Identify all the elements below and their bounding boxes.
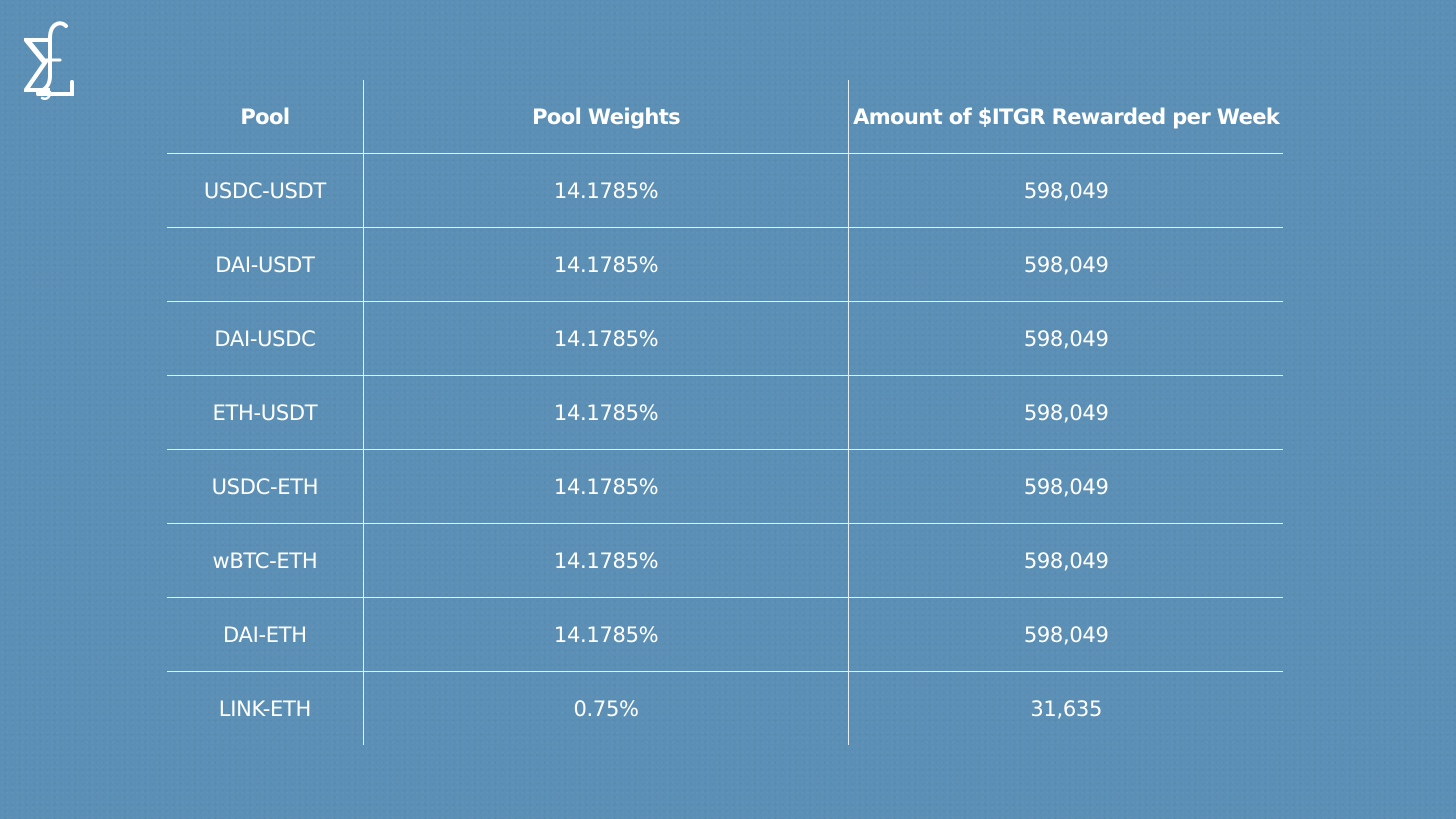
reward-amount-cell: 598,049 (848, 376, 1283, 449)
table-row: DAI-USDC 14.1785% 598,049 (167, 301, 1283, 375)
pool-weight-cell: 0.75% (362, 672, 849, 745)
pool-rewards-table: Pool Pool Weights Amount of $ITGR Reward… (167, 80, 1283, 745)
reward-amount-cell: 598,049 (848, 450, 1283, 523)
table-row: USDC-ETH 14.1785% 598,049 (167, 449, 1283, 523)
pool-name-cell: USDC-ETH (211, 474, 319, 499)
pool-name-cell: ETH-USDT (212, 400, 318, 425)
header-pool-weights: Pool Weights (362, 80, 849, 153)
pool-name-cell: USDC-USDT (203, 178, 326, 203)
pool-name-cell: wBTC-ETH (212, 548, 318, 573)
table-row: DAI-ETH 14.1785% 598,049 (167, 597, 1283, 671)
reward-amount-cell: 598,049 (848, 524, 1283, 597)
pool-weight-cell: 14.1785% (362, 450, 849, 523)
reward-amount-cell: 598,049 (848, 598, 1283, 671)
reward-amount-cell: 31,635 (848, 672, 1283, 745)
pool-weight-cell: 14.1785% (362, 376, 849, 449)
pool-name-cell: DAI-USDC (214, 326, 316, 351)
pool-weight-cell: 14.1785% (362, 228, 849, 301)
table-header-row: Pool Pool Weights Amount of $ITGR Reward… (167, 80, 1283, 153)
pool-name-cell: DAI-ETH (223, 622, 307, 647)
pool-weight-cell: 14.1785% (362, 154, 849, 227)
reward-amount-cell: 598,049 (848, 228, 1283, 301)
pool-weight-cell: 14.1785% (362, 302, 849, 375)
reward-amount-cell: 598,049 (848, 302, 1283, 375)
header-rewards: Amount of $ITGR Rewarded per Week (848, 80, 1283, 153)
table-row: ETH-USDT 14.1785% 598,049 (167, 375, 1283, 449)
reward-amount-cell: 598,049 (848, 154, 1283, 227)
pool-name-cell: LINK-ETH (218, 696, 312, 721)
pool-weight-cell: 14.1785% (362, 524, 849, 597)
table-row: wBTC-ETH 14.1785% 598,049 (167, 523, 1283, 597)
table-row: DAI-USDT 14.1785% 598,049 (167, 227, 1283, 301)
pool-name-cell: DAI-USDT (215, 252, 315, 277)
logo-mark-icon (24, 21, 74, 100)
brand-logo (20, 18, 76, 100)
pool-weight-cell: 14.1785% (362, 598, 849, 671)
header-pool: Pool (240, 104, 290, 129)
table-row: USDC-USDT 14.1785% 598,049 (167, 153, 1283, 227)
table-row: LINK-ETH 0.75% 31,635 (167, 671, 1283, 745)
